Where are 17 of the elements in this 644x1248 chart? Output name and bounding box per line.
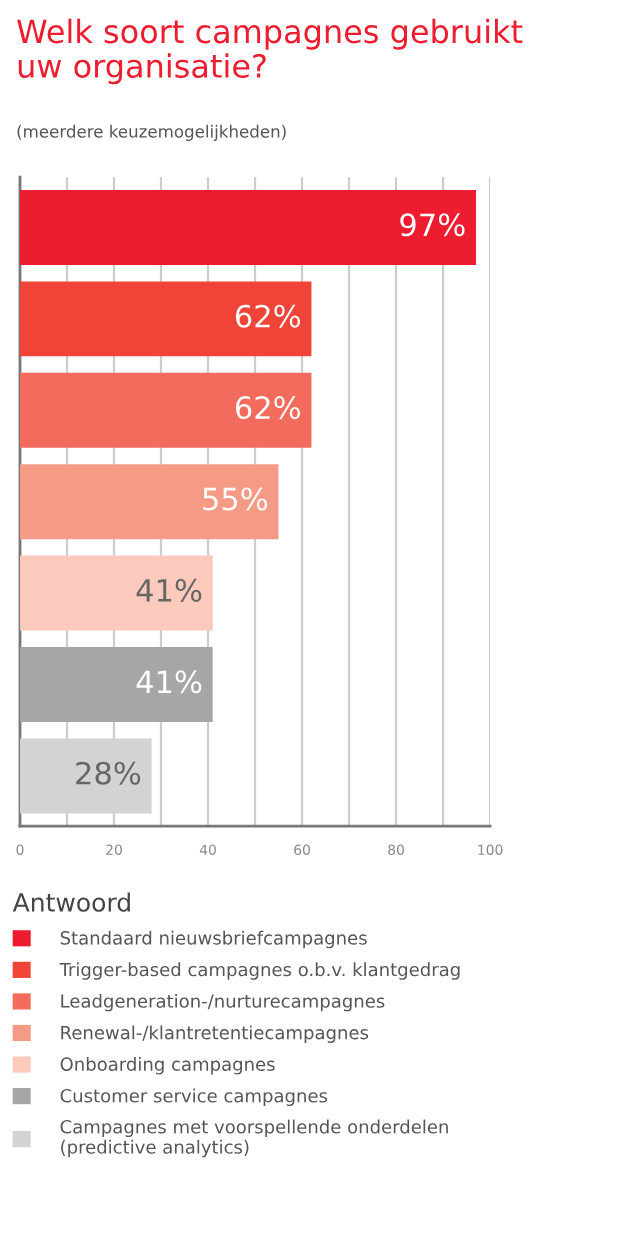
data-label: 97%: [400, 213, 465, 237]
legend-title: Antwoord: [12, 892, 130, 912]
chart-subtitle: (meerdere keuzemogelijkheden): [17, 124, 286, 141]
chart-title: Welk soort campagnes gebruikt uw organisatie?: [17, 18, 523, 85]
data-label: 41%: [136, 578, 202, 602]
legend-label: Onboarding campagnes: [60, 1057, 275, 1075]
legend-label: Customer service campagnes: [60, 1088, 328, 1107]
legend-label: Renewal-/klantretentiecampagnes: [61, 1025, 369, 1043]
legend-label: Campagnes met voorspellende onderdelen (predictive analytics): [60, 1119, 448, 1158]
data-label: 62%: [235, 304, 301, 328]
legend-label: Standaard nieuwsbriefcampagnes: [60, 930, 367, 949]
data-label: 55%: [203, 487, 268, 511]
legend-label: Leadgeneration-/nurturecampagnes: [61, 993, 385, 1012]
data-label: 41%: [136, 670, 202, 694]
data-label: 62%: [235, 396, 301, 420]
legend-label: Trigger-based campagnes o.b.v. klantgedrag: [59, 962, 460, 980]
data-label: 28%: [76, 761, 141, 785]
